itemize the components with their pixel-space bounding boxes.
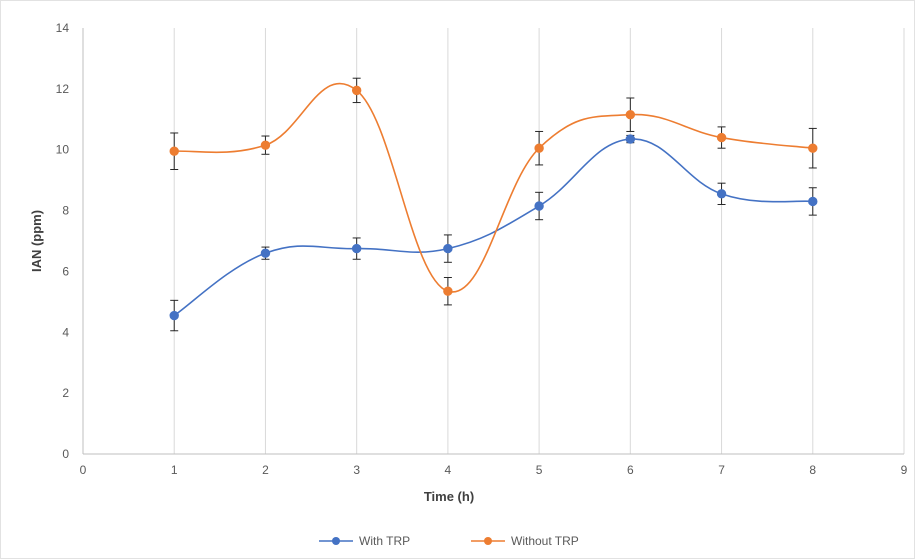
data-point-with-trp bbox=[351, 243, 362, 254]
data-point-with-trp bbox=[716, 189, 727, 199]
y-tick-label: 10 bbox=[56, 143, 70, 157]
y-axis-title: IAN (ppm) bbox=[29, 210, 44, 272]
legend: With TRP Without TRP bbox=[319, 534, 579, 548]
x-tick-label: 2 bbox=[262, 463, 269, 477]
x-axis-title: Time (h) bbox=[424, 489, 474, 504]
data-point-without-trp bbox=[534, 143, 544, 153]
data-point-with-trp bbox=[443, 243, 453, 254]
data-point-without-trp bbox=[625, 110, 636, 120]
x-tick-label: 5 bbox=[536, 463, 543, 477]
y-tick-label: 12 bbox=[56, 82, 70, 96]
data-point-with-trp bbox=[534, 201, 544, 211]
data-point-without-trp bbox=[260, 140, 271, 150]
series-layer bbox=[169, 77, 818, 332]
x-tick-label: 7 bbox=[718, 463, 725, 477]
y-tick-label: 4 bbox=[62, 325, 69, 339]
data-point-without-trp bbox=[808, 143, 818, 153]
x-tick-label: 3 bbox=[353, 463, 360, 477]
x-tick-label: 4 bbox=[445, 463, 452, 477]
x-tick-label: 6 bbox=[627, 463, 634, 477]
data-point-without-trp bbox=[443, 286, 453, 296]
y-tick-label: 2 bbox=[62, 386, 69, 400]
data-point-with-trp bbox=[260, 248, 271, 258]
data-point-without-trp bbox=[716, 132, 727, 143]
y-tick-label: 6 bbox=[62, 264, 69, 278]
legend-swatch-marker-without-trp bbox=[484, 537, 492, 545]
y-tick-label: 0 bbox=[62, 447, 69, 461]
y-tick-label: 14 bbox=[56, 21, 70, 35]
legend-label-without-trp: Without TRP bbox=[511, 534, 579, 548]
grid-layer bbox=[173, 28, 905, 454]
x-tick-label: 0 bbox=[80, 463, 87, 477]
data-point-without-trp bbox=[351, 85, 362, 96]
y-tick-label: 8 bbox=[62, 204, 69, 218]
data-point-with-trp bbox=[625, 134, 636, 144]
series-line-without-trp bbox=[174, 82, 813, 293]
x-tick-label: 9 bbox=[901, 463, 908, 477]
x-tick-label: 8 bbox=[809, 463, 816, 477]
data-point-without-trp bbox=[169, 146, 179, 156]
legend-label-with-trp: With TRP bbox=[359, 534, 410, 548]
x-tick-label: 1 bbox=[171, 463, 178, 477]
legend-swatch-marker-with-trp bbox=[332, 537, 340, 545]
series-line-with-trp bbox=[173, 138, 813, 317]
data-point-with-trp bbox=[169, 310, 179, 321]
data-point-with-trp bbox=[808, 196, 818, 207]
